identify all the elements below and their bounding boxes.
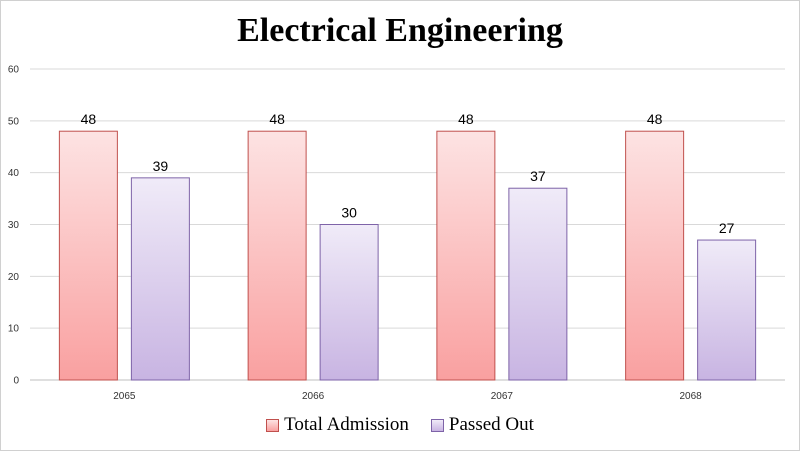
data-labels: 48 39 48 30 48 37 48 27 [81, 111, 735, 236]
y-tick-label: 0 [13, 376, 19, 387]
y-axis-ticks: 0 10 20 30 40 50 60 [8, 65, 20, 387]
data-label: 27 [719, 220, 735, 236]
data-label: 48 [647, 111, 663, 127]
bar-total-admission-2065 [58, 130, 118, 381]
bar-passed-out-2068 [697, 239, 757, 381]
x-tick-label: 2066 [302, 391, 325, 402]
y-tick-label: 20 [8, 272, 20, 283]
x-tick-label: 2065 [113, 391, 136, 402]
y-tick-label: 30 [8, 220, 20, 231]
bars [58, 130, 757, 381]
data-label: 39 [153, 158, 169, 174]
x-tick-label: 2068 [680, 391, 703, 402]
data-label: 37 [530, 168, 546, 184]
bar-passed-out-2066 [319, 224, 379, 381]
x-axis-ticks: 2065 2066 2067 2068 [113, 391, 702, 402]
chart-title: Electrical Engineering [237, 12, 563, 49]
bar-total-admission-2068 [625, 130, 685, 381]
bar-passed-out-2067 [508, 187, 568, 381]
legend-swatch-passed-out [430, 418, 444, 432]
data-label: 48 [269, 111, 285, 127]
legend-swatch-total-admission [266, 418, 280, 432]
legend-label-passed-out: Passed Out [448, 414, 534, 435]
bar-total-admission-2067 [436, 130, 496, 381]
legend-item-total-admission: Total Admission [266, 414, 409, 436]
y-tick-label: 60 [8, 65, 20, 76]
data-label: 48 [81, 111, 97, 127]
data-label: 30 [341, 205, 357, 221]
legend: Total Admission Passed Out [0, 414, 800, 436]
legend-label-total-admission: Total Admission [284, 414, 409, 435]
bar-total-admission-2066 [247, 130, 307, 381]
bar-passed-out-2065 [130, 177, 190, 381]
y-tick-label: 40 [8, 168, 20, 179]
x-tick-label: 2067 [491, 391, 514, 402]
y-tick-label: 10 [8, 324, 20, 335]
data-label: 48 [458, 111, 474, 127]
legend-item-passed-out: Passed Out [430, 414, 534, 436]
y-tick-label: 50 [8, 116, 20, 127]
